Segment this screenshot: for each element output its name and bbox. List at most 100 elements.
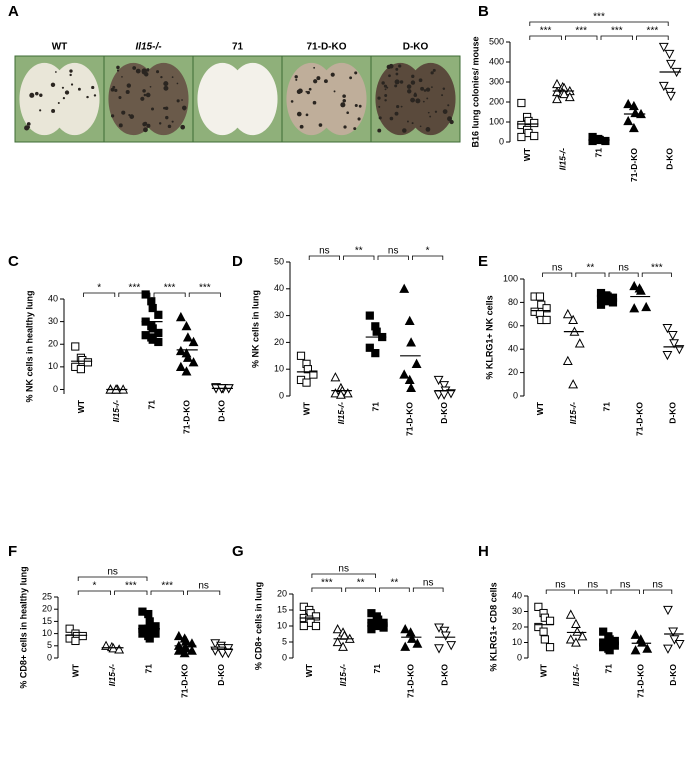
- x-tick-label: 71-D-KO: [180, 664, 190, 698]
- data-point: [76, 365, 85, 374]
- data-point: [296, 351, 306, 360]
- data-point: [446, 389, 456, 399]
- tumor-spot: [447, 116, 452, 122]
- data-point: [181, 366, 192, 376]
- tumor-spot: [158, 122, 162, 125]
- significance-bracket: [77, 590, 111, 595]
- tumor-spot: [26, 122, 31, 126]
- tumor-spot: [386, 64, 391, 69]
- significance-bracket: [643, 589, 673, 594]
- data-point: [674, 639, 685, 650]
- tumor-spot: [431, 86, 433, 88]
- significance-bracket: [118, 292, 151, 297]
- tumor-spot: [91, 85, 95, 90]
- tumor-spot: [354, 104, 358, 108]
- tumor-spot: [69, 69, 73, 73]
- tumor-spot: [432, 68, 436, 72]
- y-tick-label: 0: [282, 652, 287, 662]
- significance-label: ***: [321, 578, 333, 589]
- data-point: [665, 59, 676, 70]
- data-point: [641, 301, 652, 312]
- x-tick-label: D-KO: [668, 664, 678, 686]
- x-tick-label: D-KO: [216, 664, 226, 686]
- tumor-spot: [183, 108, 186, 111]
- tumor-spot: [308, 87, 312, 91]
- data-point: [637, 637, 647, 647]
- data-point: [517, 120, 526, 130]
- data-point: [223, 649, 234, 659]
- y-axis-label: B16 lung colonies/ mouse: [470, 36, 480, 147]
- y-tick-label: 500: [489, 36, 504, 46]
- tumor-spot: [171, 120, 174, 123]
- data-point: [182, 332, 193, 342]
- data-point: [658, 42, 669, 53]
- tumor-spot: [420, 86, 425, 91]
- tumor-spot: [121, 76, 123, 78]
- data-point: [335, 389, 346, 399]
- y-tick-label: 50: [274, 256, 284, 266]
- significance-label: *: [97, 283, 101, 294]
- tumor-spot: [27, 125, 31, 129]
- significance-bracket: [600, 35, 633, 40]
- tumor-spot: [323, 79, 328, 84]
- tumor-spot: [146, 68, 150, 72]
- y-tick-label: 0: [513, 390, 518, 400]
- significance-bracket: [379, 587, 410, 592]
- significance-label: ns: [588, 580, 599, 591]
- data-point: [530, 118, 539, 128]
- x-tick-label: WT: [301, 401, 311, 415]
- photo-label: Il15-/-: [135, 42, 162, 53]
- tumor-spot: [425, 127, 431, 132]
- tumor-spot: [395, 72, 399, 76]
- panel-letter: E: [478, 253, 488, 270]
- significance-label: **: [355, 246, 363, 257]
- data-point: [404, 374, 415, 385]
- y-tick-label: 300: [489, 76, 504, 86]
- tumor-spot: [422, 100, 425, 103]
- data-point: [365, 343, 374, 352]
- tumor-spot: [305, 90, 308, 93]
- significance-bracket: [578, 589, 608, 594]
- data-point: [665, 91, 676, 102]
- panel-letter: H: [478, 543, 489, 560]
- data-point: [439, 390, 450, 400]
- significance-label: ns: [319, 246, 330, 257]
- data-point: [154, 337, 163, 347]
- y-tick-label: 400: [489, 56, 504, 66]
- significance-bracket: [345, 587, 376, 592]
- data-point: [571, 637, 581, 647]
- significance-label: ns: [107, 567, 118, 578]
- data-point: [404, 315, 415, 326]
- data-point: [400, 624, 411, 634]
- data-point: [669, 339, 679, 349]
- tumor-spot: [423, 89, 427, 92]
- tumor-spot: [396, 105, 400, 109]
- data-point: [330, 388, 341, 398]
- tumor-spot: [426, 97, 429, 100]
- y-tick-label: 20: [42, 604, 52, 614]
- data-point: [629, 303, 640, 313]
- data-point: [552, 78, 562, 89]
- significance-label: ***: [593, 12, 605, 23]
- data-point: [674, 345, 685, 355]
- data-point: [599, 627, 608, 636]
- data-point: [540, 635, 549, 644]
- data-point: [439, 626, 450, 636]
- x-tick-label: 71: [603, 664, 613, 674]
- y-tick-label: 20: [277, 588, 287, 598]
- y-tick-label: 40: [48, 293, 58, 303]
- y-axis-label: % KLRG1+ CD8 cells: [488, 582, 498, 671]
- y-axis-label: % KLRG1+ NK cells: [484, 295, 494, 379]
- lung-lobe: [49, 62, 100, 136]
- y-tick-label: 5: [282, 636, 287, 646]
- tumor-spot: [378, 105, 381, 108]
- x-tick-label: Il15-/-: [558, 148, 568, 170]
- data-point: [630, 107, 641, 118]
- tumor-spot: [111, 114, 115, 118]
- tumor-spot: [51, 108, 56, 113]
- significance-label: ns: [198, 581, 209, 592]
- data-point: [407, 633, 417, 643]
- tumor-spot: [384, 88, 387, 91]
- significance-bracket: [308, 255, 340, 260]
